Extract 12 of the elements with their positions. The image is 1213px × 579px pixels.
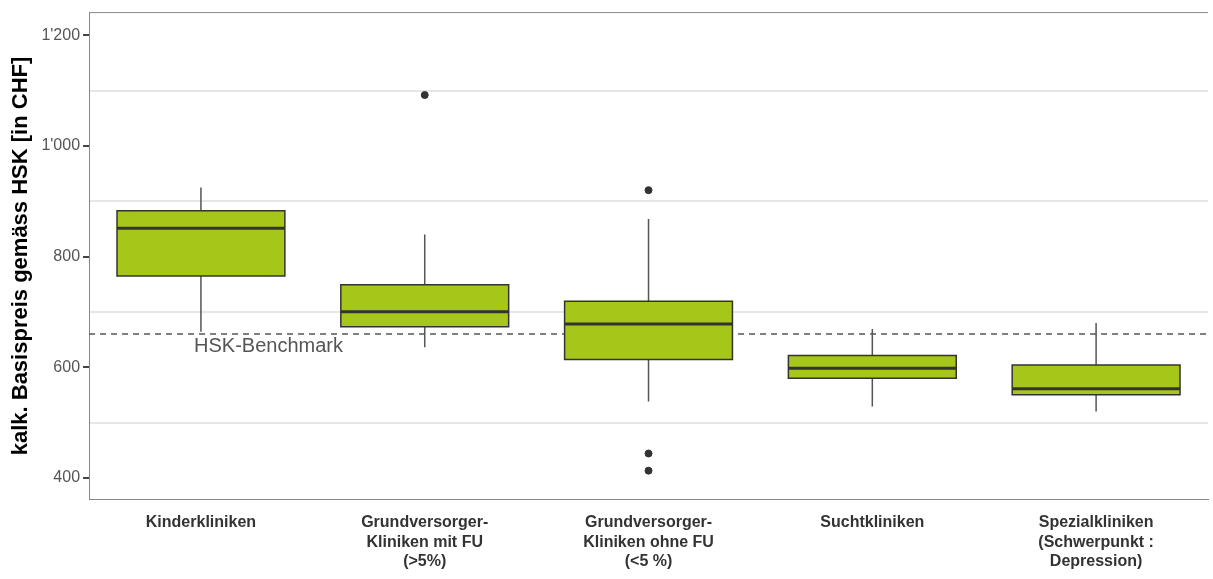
y-tick-label: 1'200 — [41, 25, 81, 43]
ref-line-label: HSK-Benchmark — [194, 333, 344, 356]
x-tick-label: Grundversorger- Kliniken mit FU (>5%) — [361, 513, 489, 569]
x-tick-label: Kinderkliniken — [145, 513, 257, 531]
y-axis-title: kalk. Basispreis gemäss HSK [in CHF] — [7, 56, 33, 456]
y-tick-label: 1'000 — [41, 136, 81, 154]
x-tick-label: Spezialkliniken (Schwerpunkt : Depression) — [1038, 513, 1154, 569]
y-tick-label: 600 — [53, 357, 81, 375]
y-tick-label: 800 — [53, 246, 81, 264]
x-tick-label: Grundversorger- Kliniken ohne FU (<5 %) — [583, 513, 714, 569]
y-tick-label: 400 — [53, 468, 81, 486]
x-tick-label: Suchtkliniken — [820, 513, 925, 531]
